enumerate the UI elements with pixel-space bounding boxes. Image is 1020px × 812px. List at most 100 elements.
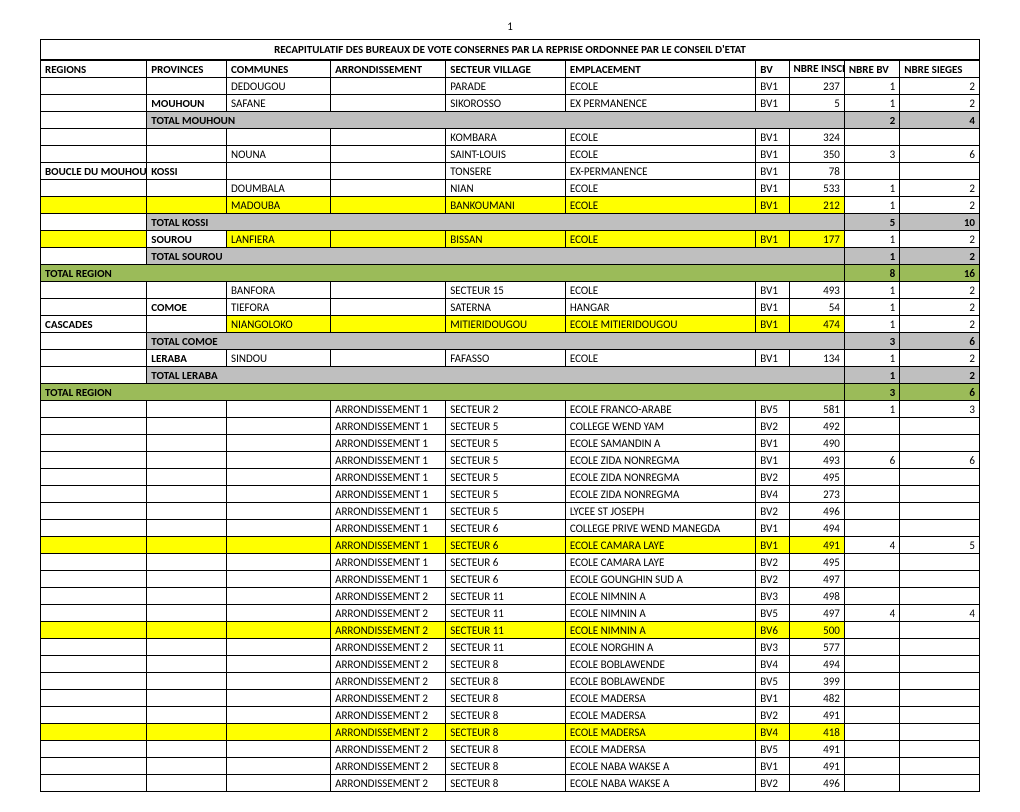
cell-nsieges xyxy=(900,622,980,639)
cell-arrondissement: ARRONDISSEMENT 1 xyxy=(331,520,446,537)
cell-secteur: SECTEUR 8 xyxy=(446,741,566,758)
table-row: ARRONDISSEMENT 1SECTEUR 2ECOLE FRANCO-AR… xyxy=(41,401,980,418)
cell-emplacement: ECOLE CAMARA LAYE xyxy=(565,537,755,554)
col-secteur: SECTEUR VILLAGE xyxy=(446,61,566,78)
cell-nbv: 4 xyxy=(844,537,899,554)
cell-communes: MADOUBA xyxy=(227,197,331,214)
table-row: ARRONDISSEMENT 2SECTEUR 8ECOLE MADERSABV… xyxy=(41,724,980,741)
table-row: ARRONDISSEMENT 1SECTEUR 6ECOLE GOUNGHIN … xyxy=(41,571,980,588)
cell-nbv xyxy=(844,520,899,537)
cell-emplacement: ECOLE MITIERIDOUGOU xyxy=(565,316,755,333)
cell-regions xyxy=(41,299,147,316)
cell-regions xyxy=(41,231,147,248)
cell-emplacement: EX PERMANENCE xyxy=(565,95,755,112)
table-row: SOUROULANFIERABISSANECOLEBV117712 xyxy=(41,231,980,248)
cell-nsieges: 2 xyxy=(900,197,980,214)
table-row: ARRONDISSEMENT 1SECTEUR 5ECOLE ZIDA NONR… xyxy=(41,452,980,469)
cell-nsieges xyxy=(900,690,980,707)
cell-emplacement: ECOLE GOUNGHIN SUD A xyxy=(565,571,755,588)
cell-nsieges: 4 xyxy=(900,112,980,129)
cell-provinces xyxy=(147,775,227,792)
cell-arrondissement xyxy=(331,180,446,197)
cell-nbv xyxy=(844,486,899,503)
table-row: ARRONDISSEMENT 2SECTEUR 11ECOLE NIMNIN A… xyxy=(41,622,980,639)
cell-ninscrit: 533 xyxy=(789,180,844,197)
cell-emplacement: ECOLE MADERSA xyxy=(565,724,755,741)
table-row: ARRONDISSEMENT 2SECTEUR 8ECOLE MADERSABV… xyxy=(41,690,980,707)
table-row: TOTAL REGION36 xyxy=(41,384,980,401)
cell-ninscrit: 497 xyxy=(789,605,844,622)
table-row: ARRONDISSEMENT 2SECTEUR 11ECOLE NORGHIN … xyxy=(41,639,980,656)
cell-nbv: 4 xyxy=(844,605,899,622)
cell-ninscrit: 581 xyxy=(789,401,844,418)
table-row: DOUMBALANIANECOLEBV153312 xyxy=(41,180,980,197)
cell-emplacement: HANGAR xyxy=(565,299,755,316)
cell-bv: BV1 xyxy=(756,537,789,554)
cell-nsieges: 2 xyxy=(900,367,980,384)
col-regions: REGIONS xyxy=(41,61,147,78)
cell-regions xyxy=(41,690,147,707)
cell-secteur: SECTEUR 5 xyxy=(446,486,566,503)
cell-communes xyxy=(227,435,331,452)
cell-emplacement: ECOLE MADERSA xyxy=(565,741,755,758)
cell-communes: TIEFORA xyxy=(227,299,331,316)
cell-arrondissement: ARRONDISSEMENT 2 xyxy=(331,690,446,707)
cell-communes xyxy=(227,486,331,503)
cell-regions xyxy=(41,112,147,129)
cell-nsieges: 6 xyxy=(900,333,980,350)
cell-provinces xyxy=(147,401,227,418)
cell-secteur: SECTEUR 8 xyxy=(446,673,566,690)
cell-communes xyxy=(227,163,331,180)
cell-bv: BV2 xyxy=(756,775,789,792)
cell-nbv: 2 xyxy=(844,112,899,129)
cell-emplacement: COLLEGE WEND YAM xyxy=(565,418,755,435)
cell-bv: BV1 xyxy=(756,758,789,775)
cell-arrondissement xyxy=(331,197,446,214)
cell-nsieges xyxy=(900,503,980,520)
cell-nbv: 1 xyxy=(844,231,899,248)
cell-nbv xyxy=(844,503,899,520)
cell-arrondissement: ARRONDISSEMENT 2 xyxy=(331,656,446,673)
cell-provinces xyxy=(147,316,227,333)
cell-nsieges: 2 xyxy=(900,95,980,112)
col-ninscrit: NBRE INSCRIT xyxy=(789,61,844,78)
cell-nsieges: 2 xyxy=(900,350,980,367)
cell-ninscrit: 493 xyxy=(789,282,844,299)
cell-bv: BV5 xyxy=(756,605,789,622)
cell-communes xyxy=(227,690,331,707)
cell-emplacement: ECOLE NIMNIN A xyxy=(565,622,755,639)
cell-nsieges xyxy=(900,656,980,673)
cell-provinces xyxy=(147,537,227,554)
cell-bv: BV1 xyxy=(756,197,789,214)
cell-arrondissement: ARRONDISSEMENT 1 xyxy=(331,503,446,520)
cell-ninscrit: 493 xyxy=(789,452,844,469)
cell-secteur: SECTEUR 2 xyxy=(446,401,566,418)
cell-secteur: TONSERE xyxy=(446,163,566,180)
cell-ninscrit: 350 xyxy=(789,146,844,163)
cell-emplacement: EX-PERMANENCE xyxy=(565,163,755,180)
col-communes: COMMUNES xyxy=(227,61,331,78)
cell-emplacement: ECOLE NABA WAKSE A xyxy=(565,775,755,792)
cell-nbv xyxy=(844,418,899,435)
cell-provinces xyxy=(147,571,227,588)
cell-provinces xyxy=(147,129,227,146)
cell-nsieges xyxy=(900,639,980,656)
cell-bv: BV1 xyxy=(756,146,789,163)
cell-ninscrit: 500 xyxy=(789,622,844,639)
cell-nsieges xyxy=(900,554,980,571)
cell-arrondissement xyxy=(331,95,446,112)
cell-provinces xyxy=(147,452,227,469)
cell-arrondissement xyxy=(331,282,446,299)
cell-regions xyxy=(41,146,147,163)
cell-bv: BV2 xyxy=(756,571,789,588)
cell-nbv xyxy=(844,673,899,690)
page-number: 1 xyxy=(40,20,980,33)
cell-ninscrit: 497 xyxy=(789,571,844,588)
table-row: ARRONDISSEMENT 1SECTEUR 6ECOLE CAMARA LA… xyxy=(41,554,980,571)
table-row: MADOUBABANKOUMANIECOLEBV121212 xyxy=(41,197,980,214)
cell-secteur: MITIERIDOUGOU xyxy=(446,316,566,333)
cell-nsieges: 4 xyxy=(900,605,980,622)
cell-bv: BV1 xyxy=(756,163,789,180)
cell-ninscrit: 177 xyxy=(789,231,844,248)
cell-arrondissement: ARRONDISSEMENT 1 xyxy=(331,435,446,452)
